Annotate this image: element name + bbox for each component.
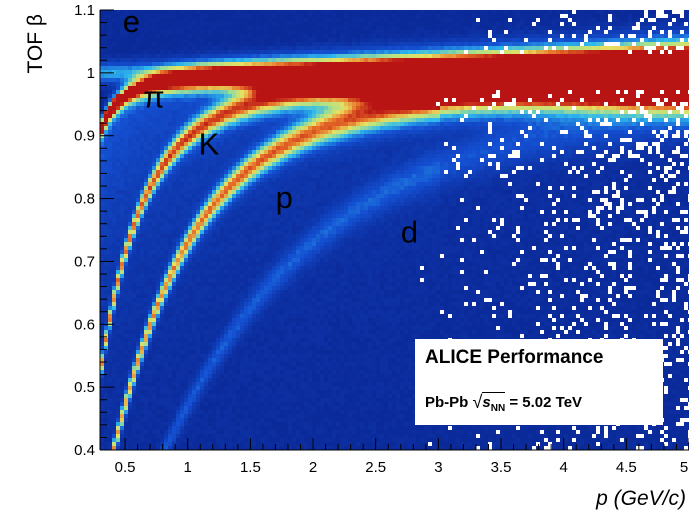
x-axis-label: p (GeV/c) (595, 487, 686, 510)
x-tick-label: 2 (309, 459, 317, 476)
legend-title: ALICE Performance (425, 347, 604, 368)
y-tick-label: 0.4 (74, 442, 95, 459)
band-label-p: p (276, 180, 293, 215)
legend-collision-system: Pb-Pb √sNN = 5.02 TeV (425, 391, 582, 414)
y-tick-label: 0.8 (74, 191, 95, 208)
band-label-π: π (143, 79, 164, 114)
x-tick-label: 4.5 (616, 459, 637, 476)
x-tick-label: 1.5 (240, 459, 261, 476)
y-tick-label: 0.6 (74, 316, 95, 333)
legend-energy-sub: NN (490, 403, 506, 414)
legend-system: Pb-Pb (425, 394, 469, 411)
y-tick-label: 1 (87, 65, 95, 82)
x-tick-label: 1 (184, 459, 192, 476)
y-tick-label: 0.7 (74, 253, 95, 270)
x-tick-label: 5 (680, 459, 688, 476)
legend-energy-var: s (482, 394, 491, 411)
sqrt-symbol: √ (472, 392, 483, 412)
x-tick-label: 2.5 (365, 459, 386, 476)
x-tick-label: 4 (560, 459, 568, 476)
y-axis-ticks: 0.4 0.5 0.6 0.7 0.8 0.9 1 1.1 (74, 2, 114, 459)
y-axis-label: TOF β (24, 14, 47, 74)
y-tick-label: 0.9 (74, 128, 95, 145)
x-tick-label: 3.5 (491, 459, 512, 476)
y-tick-label: 1.1 (74, 2, 95, 19)
x-tick-label: 0.5 (115, 459, 136, 476)
y-tick-label: 0.5 (74, 379, 95, 396)
x-axis-ticks: 0.5 1 1.5 2 2.5 3 3.5 4 4.5 5 (115, 438, 689, 476)
band-label-e: e (123, 4, 140, 39)
legend-energy-value: = 5.02 TeV (509, 394, 583, 411)
heatmap-cells (100, 10, 689, 450)
band-label-d: d (401, 215, 418, 250)
band-label-K: K (199, 127, 220, 162)
band-labels: e πKp d (123, 4, 418, 250)
legend-box: ALICE Performance Pb-Pb √sNN = 5.02 TeV (415, 339, 663, 425)
x-tick-label: 3 (434, 459, 442, 476)
